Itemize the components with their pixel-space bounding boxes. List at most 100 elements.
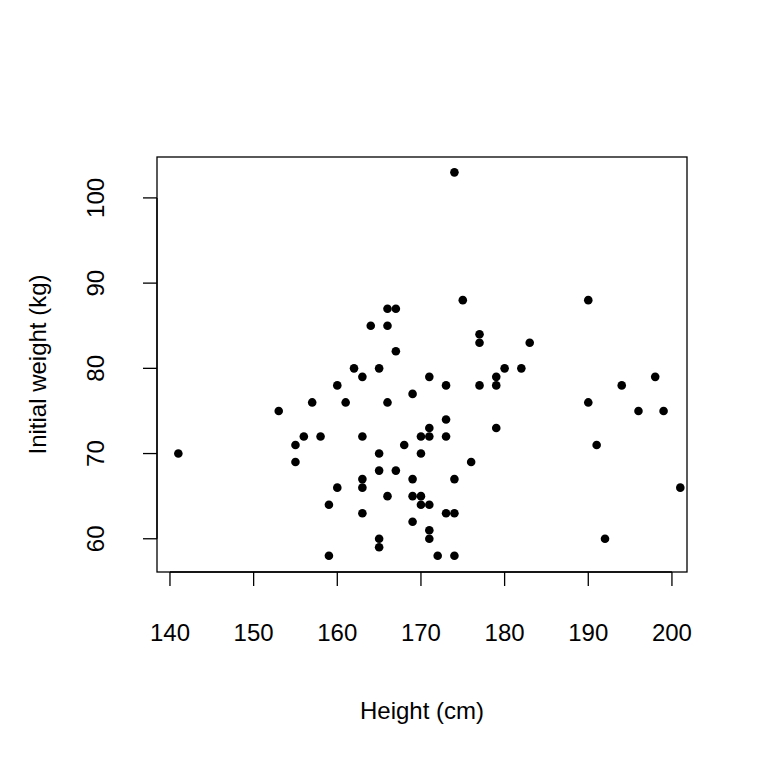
point — [383, 321, 392, 330]
point — [475, 338, 484, 347]
x-tick-label: 140 — [150, 619, 190, 646]
y-tick — [143, 282, 157, 283]
point — [358, 373, 367, 382]
point — [350, 364, 359, 373]
point — [425, 424, 434, 433]
x-tick — [337, 572, 338, 586]
point — [433, 552, 442, 561]
point — [584, 296, 593, 305]
point — [174, 449, 183, 458]
point — [375, 449, 384, 458]
point — [291, 458, 300, 467]
point — [400, 441, 409, 450]
y-tick-label: 80 — [82, 355, 109, 382]
x-tick — [504, 572, 505, 586]
point — [442, 381, 451, 390]
x-tick — [671, 572, 672, 586]
y-tick-label: 90 — [82, 270, 109, 297]
chart: 14015016017018019020060708090100Height (… — [0, 0, 768, 768]
point — [408, 475, 417, 484]
x-tick-label: 160 — [317, 619, 357, 646]
point — [274, 407, 283, 416]
point — [392, 466, 401, 475]
background — [0, 0, 768, 768]
point — [383, 304, 392, 313]
point — [492, 373, 501, 382]
point — [634, 407, 643, 416]
y-tick — [143, 368, 157, 369]
point — [341, 398, 350, 407]
point — [442, 415, 451, 424]
point — [383, 398, 392, 407]
points — [174, 168, 685, 560]
point — [358, 432, 367, 441]
point — [291, 441, 300, 450]
point — [651, 373, 660, 382]
point — [308, 398, 317, 407]
point — [500, 364, 509, 373]
point — [592, 441, 601, 450]
point — [375, 534, 384, 543]
point — [425, 526, 434, 535]
x-tick-label: 200 — [652, 619, 692, 646]
point — [425, 432, 434, 441]
x-tick — [253, 572, 254, 586]
point — [467, 458, 476, 467]
point — [375, 364, 384, 373]
point — [425, 500, 434, 509]
point — [325, 552, 334, 561]
point — [601, 534, 610, 543]
point — [366, 321, 375, 330]
point — [425, 534, 434, 543]
point — [475, 330, 484, 339]
point — [417, 449, 426, 458]
point — [492, 424, 501, 433]
point — [450, 509, 459, 518]
point — [392, 347, 401, 356]
point — [333, 381, 342, 390]
point — [659, 407, 668, 416]
point — [383, 492, 392, 501]
point — [358, 475, 367, 484]
y-tick — [143, 453, 157, 454]
point — [375, 543, 384, 552]
point — [375, 466, 384, 475]
x-tick-label: 150 — [234, 619, 274, 646]
y-tick-label: 70 — [82, 440, 109, 467]
chart-container: 14015016017018019020060708090100Height (… — [0, 0, 768, 768]
point — [358, 483, 367, 492]
x-tick — [588, 572, 589, 586]
point — [392, 304, 401, 313]
y-tick — [143, 197, 157, 198]
point — [442, 432, 451, 441]
point — [617, 381, 626, 390]
x-tick — [420, 572, 421, 586]
y-tick — [143, 538, 157, 539]
point — [408, 492, 417, 501]
point — [525, 338, 534, 347]
point — [325, 500, 334, 509]
point — [333, 483, 342, 492]
point — [408, 517, 417, 526]
point — [408, 390, 417, 399]
point — [425, 373, 434, 382]
point — [676, 483, 685, 492]
x-tick-label: 190 — [568, 619, 608, 646]
point — [450, 552, 459, 561]
point — [300, 432, 309, 441]
y-tick-label: 100 — [82, 178, 109, 218]
point — [458, 296, 467, 305]
point — [450, 475, 459, 484]
point — [442, 509, 451, 518]
y-tick-label: 60 — [82, 525, 109, 552]
point — [316, 432, 325, 441]
point — [517, 364, 526, 373]
y-axis-title: Initial weight (kg) — [24, 274, 51, 454]
point — [584, 398, 593, 407]
point — [358, 509, 367, 518]
point — [417, 432, 426, 441]
plot-frame — [157, 157, 687, 572]
x-tick-label: 170 — [401, 619, 441, 646]
point — [417, 500, 426, 509]
point — [492, 381, 501, 390]
